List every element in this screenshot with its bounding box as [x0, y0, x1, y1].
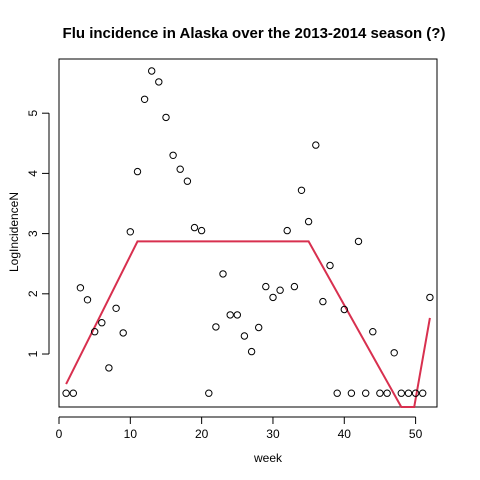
- fit-line: [65, 240, 431, 408]
- data-point: [304, 217, 313, 226]
- chart-title: Flu incidence in Alaska over the 2013-20…: [63, 25, 446, 42]
- data-point: [426, 293, 434, 302]
- data-point: [411, 389, 420, 397]
- x-tick-label: 0: [56, 427, 63, 441]
- data-point: [212, 323, 220, 331]
- data-point: [362, 389, 370, 397]
- data-point: [91, 328, 99, 336]
- data-point: [155, 78, 163, 86]
- data-point: [255, 323, 263, 332]
- y-axis: 1 2 3 4 5: [26, 110, 50, 357]
- fit-line-layer: [65, 240, 431, 408]
- data-point: [390, 349, 398, 357]
- data-point: [148, 67, 156, 75]
- y-tick-label: 2: [26, 290, 40, 297]
- data-point: [276, 286, 284, 294]
- data-point: [76, 284, 85, 292]
- data-point: [262, 282, 270, 291]
- y-axis-label: LogIncidenceN: [7, 192, 21, 272]
- data-point: [333, 389, 341, 397]
- data-point: [169, 151, 177, 160]
- data-point: [347, 389, 356, 397]
- y-tick-label: 4: [26, 170, 40, 177]
- data-point: [312, 141, 320, 149]
- data-point: [126, 228, 135, 236]
- y-tick-label: 3: [26, 230, 40, 237]
- data-point: [176, 165, 184, 173]
- data-point: [140, 95, 149, 104]
- data-point: [283, 226, 291, 235]
- data-point: [383, 389, 391, 397]
- data-point: [219, 270, 227, 278]
- data-point: [105, 364, 113, 372]
- x-axis: 0 10 20 30 40 50: [56, 416, 423, 441]
- data-point: [326, 261, 334, 270]
- scatter-points-layer: [62, 67, 434, 397]
- x-tick-label: 20: [195, 427, 209, 441]
- data-point: [340, 305, 348, 314]
- data-point: [297, 186, 306, 195]
- data-point: [369, 328, 377, 336]
- x-axis-label: week: [253, 451, 283, 465]
- data-point: [269, 293, 277, 302]
- data-point: [69, 389, 78, 397]
- data-point: [404, 389, 413, 397]
- data-point: [205, 389, 213, 397]
- data-point: [397, 389, 405, 397]
- data-point: [183, 177, 192, 185]
- data-point: [290, 282, 299, 291]
- data-point: [419, 389, 427, 397]
- plot-frame: [58, 58, 438, 408]
- data-point: [226, 311, 234, 319]
- data-point: [62, 389, 70, 397]
- data-point: [133, 167, 142, 176]
- x-tick-label: 30: [266, 427, 280, 441]
- data-point: [112, 304, 120, 312]
- data-point: [354, 237, 363, 246]
- y-tick-label: 5: [26, 110, 40, 117]
- data-point: [247, 347, 256, 356]
- x-tick-label: 40: [338, 427, 352, 441]
- data-point: [376, 389, 384, 397]
- data-point: [240, 332, 249, 340]
- x-tick-label: 50: [409, 427, 423, 441]
- data-point: [119, 329, 127, 337]
- x-tick-label: 10: [124, 427, 138, 441]
- data-point: [83, 296, 92, 304]
- y-tick-label: 1: [26, 350, 40, 357]
- data-point: [162, 113, 170, 122]
- data-point: [319, 297, 327, 306]
- data-point: [233, 311, 242, 319]
- data-point: [197, 226, 206, 235]
- data-point: [190, 223, 199, 232]
- data-point: [98, 319, 106, 327]
